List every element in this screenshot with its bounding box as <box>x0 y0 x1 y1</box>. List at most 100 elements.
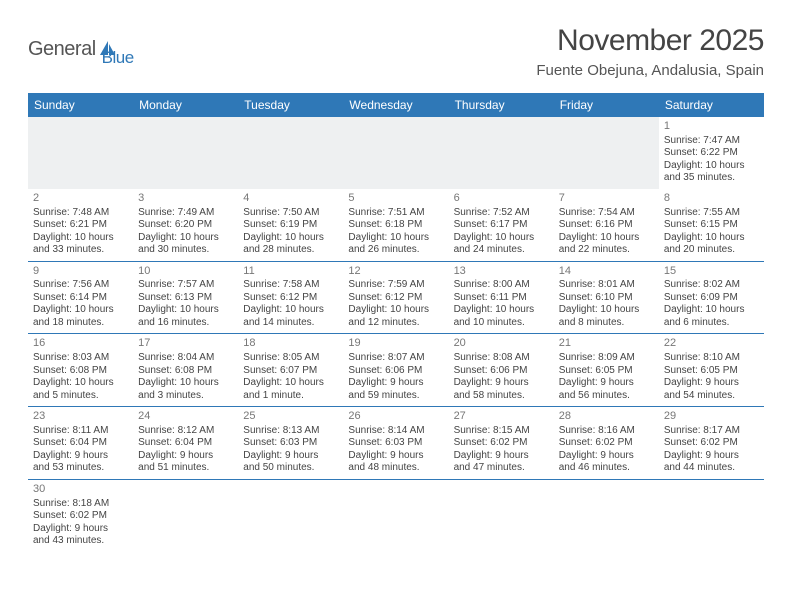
day-number: 18 <box>243 337 338 351</box>
calendar-cell: 23Sunrise: 8:11 AMSunset: 6:04 PMDayligh… <box>28 407 133 480</box>
sunrise-line: Sunrise: 8:13 AM <box>243 425 338 438</box>
calendar-row: 16Sunrise: 8:03 AMSunset: 6:08 PMDayligh… <box>28 334 764 407</box>
daylight-line: Daylight: 10 hours <box>243 304 338 317</box>
daylight-line: and 8 minutes. <box>559 317 654 330</box>
daylight-line: and 44 minutes. <box>664 462 759 475</box>
daylight-line: and 48 minutes. <box>348 462 443 475</box>
daylight-line: and 58 minutes. <box>454 390 549 403</box>
daylight-line: and 46 minutes. <box>559 462 654 475</box>
sunrise-line: Sunrise: 8:02 AM <box>664 279 759 292</box>
logo-text-blue: Blue <box>102 48 134 68</box>
calendar-row: 30Sunrise: 8:18 AMSunset: 6:02 PMDayligh… <box>28 479 764 551</box>
sunrise-line: Sunrise: 7:52 AM <box>454 207 549 220</box>
daylight-line: and 22 minutes. <box>559 244 654 257</box>
sunrise-line: Sunrise: 7:49 AM <box>138 207 233 220</box>
daylight-line: Daylight: 9 hours <box>138 450 233 463</box>
daylight-line: Daylight: 9 hours <box>559 450 654 463</box>
sunset-line: Sunset: 6:09 PM <box>664 292 759 305</box>
sunset-line: Sunset: 6:06 PM <box>348 365 443 378</box>
calendar-cell: 28Sunrise: 8:16 AMSunset: 6:02 PMDayligh… <box>554 407 659 480</box>
sunset-line: Sunset: 6:02 PM <box>33 510 128 523</box>
daylight-line: Daylight: 10 hours <box>243 232 338 245</box>
daylight-line: Daylight: 9 hours <box>454 450 549 463</box>
sunset-line: Sunset: 6:19 PM <box>243 219 338 232</box>
calendar-cell: 21Sunrise: 8:09 AMSunset: 6:05 PMDayligh… <box>554 334 659 407</box>
calendar-cell <box>238 117 343 189</box>
calendar-cell: 22Sunrise: 8:10 AMSunset: 6:05 PMDayligh… <box>659 334 764 407</box>
daylight-line: Daylight: 9 hours <box>243 450 338 463</box>
month-title: November 2025 <box>536 24 764 58</box>
weekday-header: Saturday <box>659 93 764 117</box>
daylight-line: and 51 minutes. <box>138 462 233 475</box>
daylight-line: Daylight: 10 hours <box>138 304 233 317</box>
day-number: 21 <box>559 337 654 351</box>
sunset-line: Sunset: 6:10 PM <box>559 292 654 305</box>
sunrise-line: Sunrise: 8:10 AM <box>664 352 759 365</box>
sunrise-line: Sunrise: 8:03 AM <box>33 352 128 365</box>
daylight-line: Daylight: 9 hours <box>559 377 654 390</box>
weekday-header: Tuesday <box>238 93 343 117</box>
daylight-line: Daylight: 10 hours <box>33 377 128 390</box>
location: Fuente Obejuna, Andalusia, Spain <box>536 62 764 79</box>
daylight-line: and 5 minutes. <box>33 390 128 403</box>
sunrise-line: Sunrise: 8:01 AM <box>559 279 654 292</box>
sunrise-line: Sunrise: 7:50 AM <box>243 207 338 220</box>
daylight-line: and 26 minutes. <box>348 244 443 257</box>
calendar-cell: 7Sunrise: 7:54 AMSunset: 6:16 PMDaylight… <box>554 189 659 261</box>
calendar-cell: 3Sunrise: 7:49 AMSunset: 6:20 PMDaylight… <box>133 189 238 261</box>
daylight-line: Daylight: 10 hours <box>664 232 759 245</box>
calendar-cell <box>238 479 343 551</box>
calendar-cell: 9Sunrise: 7:56 AMSunset: 6:14 PMDaylight… <box>28 261 133 334</box>
sunrise-line: Sunrise: 7:54 AM <box>559 207 654 220</box>
day-number: 11 <box>243 265 338 279</box>
sunset-line: Sunset: 6:07 PM <box>243 365 338 378</box>
calendar-cell: 1Sunrise: 7:47 AMSunset: 6:22 PMDaylight… <box>659 117 764 189</box>
calendar-cell: 27Sunrise: 8:15 AMSunset: 6:02 PMDayligh… <box>449 407 554 480</box>
calendar-cell: 18Sunrise: 8:05 AMSunset: 6:07 PMDayligh… <box>238 334 343 407</box>
calendar-cell: 24Sunrise: 8:12 AMSunset: 6:04 PMDayligh… <box>133 407 238 480</box>
sunset-line: Sunset: 6:12 PM <box>243 292 338 305</box>
sunset-line: Sunset: 6:15 PM <box>664 219 759 232</box>
daylight-line: and 1 minute. <box>243 390 338 403</box>
weekday-header: Sunday <box>28 93 133 117</box>
day-number: 17 <box>138 337 233 351</box>
sunset-line: Sunset: 6:08 PM <box>33 365 128 378</box>
sunrise-line: Sunrise: 8:18 AM <box>33 498 128 511</box>
sunset-line: Sunset: 6:16 PM <box>559 219 654 232</box>
calendar-cell: 6Sunrise: 7:52 AMSunset: 6:17 PMDaylight… <box>449 189 554 261</box>
calendar-cell <box>449 479 554 551</box>
day-number: 24 <box>138 410 233 424</box>
daylight-line: and 33 minutes. <box>33 244 128 257</box>
sunset-line: Sunset: 6:21 PM <box>33 219 128 232</box>
day-number: 16 <box>33 337 128 351</box>
calendar-cell: 26Sunrise: 8:14 AMSunset: 6:03 PMDayligh… <box>343 407 448 480</box>
daylight-line: and 50 minutes. <box>243 462 338 475</box>
daylight-line: Daylight: 9 hours <box>33 450 128 463</box>
daylight-line: and 6 minutes. <box>664 317 759 330</box>
sunset-line: Sunset: 6:02 PM <box>454 437 549 450</box>
day-number: 3 <box>138 192 233 206</box>
sunrise-line: Sunrise: 7:48 AM <box>33 207 128 220</box>
sunrise-line: Sunrise: 8:07 AM <box>348 352 443 365</box>
day-number: 12 <box>348 265 443 279</box>
weekday-header: Thursday <box>449 93 554 117</box>
calendar-cell <box>133 117 238 189</box>
sunset-line: Sunset: 6:06 PM <box>454 365 549 378</box>
day-number: 30 <box>33 483 128 497</box>
daylight-line: Daylight: 10 hours <box>454 232 549 245</box>
header: General Blue November 2025 Fuente Obejun… <box>28 24 764 79</box>
sunrise-line: Sunrise: 7:47 AM <box>664 135 759 148</box>
daylight-line: Daylight: 10 hours <box>664 304 759 317</box>
day-number: 25 <box>243 410 338 424</box>
daylight-line: Daylight: 10 hours <box>559 304 654 317</box>
sunrise-line: Sunrise: 7:58 AM <box>243 279 338 292</box>
day-number: 6 <box>454 192 549 206</box>
day-number: 4 <box>243 192 338 206</box>
calendar-cell <box>133 479 238 551</box>
daylight-line: Daylight: 10 hours <box>138 232 233 245</box>
calendar-cell: 30Sunrise: 8:18 AMSunset: 6:02 PMDayligh… <box>28 479 133 551</box>
sunset-line: Sunset: 6:04 PM <box>138 437 233 450</box>
calendar-cell: 16Sunrise: 8:03 AMSunset: 6:08 PMDayligh… <box>28 334 133 407</box>
weekday-header: Monday <box>133 93 238 117</box>
day-number: 7 <box>559 192 654 206</box>
